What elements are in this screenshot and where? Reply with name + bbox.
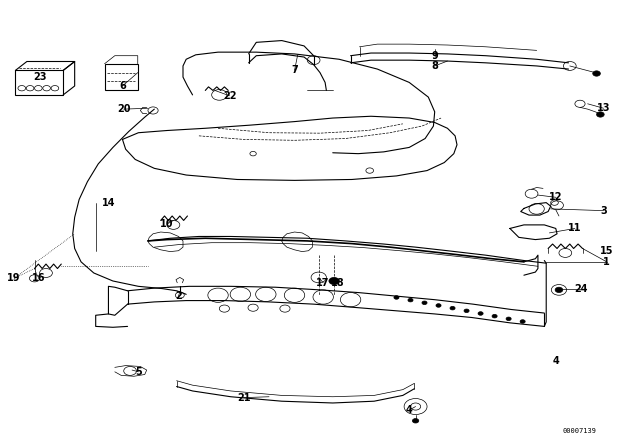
Text: 3: 3	[600, 206, 607, 215]
Text: 21: 21	[237, 392, 250, 403]
Circle shape	[329, 277, 339, 284]
Text: 8: 8	[431, 61, 438, 71]
Text: 19: 19	[8, 273, 21, 283]
Text: 13: 13	[597, 103, 611, 113]
Text: 00007139: 00007139	[563, 428, 597, 434]
Text: 4: 4	[552, 356, 559, 366]
Circle shape	[436, 304, 441, 307]
Text: 10: 10	[160, 219, 174, 229]
Text: 6: 6	[119, 81, 126, 91]
Circle shape	[596, 112, 604, 117]
Text: 11: 11	[568, 224, 582, 233]
Text: 17: 17	[316, 278, 330, 288]
Text: 2: 2	[175, 291, 182, 301]
Text: 18: 18	[331, 278, 345, 288]
Text: 1: 1	[604, 257, 610, 267]
Circle shape	[506, 317, 511, 321]
Circle shape	[492, 314, 497, 318]
Circle shape	[422, 301, 427, 305]
Bar	[15, 70, 63, 95]
Circle shape	[593, 71, 600, 76]
Circle shape	[450, 306, 455, 310]
Text: 24: 24	[575, 284, 588, 293]
Circle shape	[478, 312, 483, 315]
Circle shape	[412, 418, 419, 423]
Text: 14: 14	[102, 198, 115, 207]
Circle shape	[394, 296, 399, 299]
Text: 7: 7	[291, 65, 298, 75]
Circle shape	[408, 298, 413, 302]
Text: 15: 15	[600, 246, 614, 256]
Text: 22: 22	[223, 91, 236, 101]
Text: 12: 12	[549, 192, 563, 202]
Text: 23: 23	[33, 72, 46, 82]
Circle shape	[555, 287, 563, 293]
Bar	[104, 64, 138, 90]
Circle shape	[464, 309, 469, 313]
Text: 5: 5	[135, 367, 142, 377]
Text: 4: 4	[406, 405, 413, 415]
Circle shape	[520, 320, 525, 323]
Text: 16: 16	[31, 273, 45, 283]
Text: 20: 20	[117, 104, 131, 114]
Text: 9: 9	[431, 51, 438, 61]
